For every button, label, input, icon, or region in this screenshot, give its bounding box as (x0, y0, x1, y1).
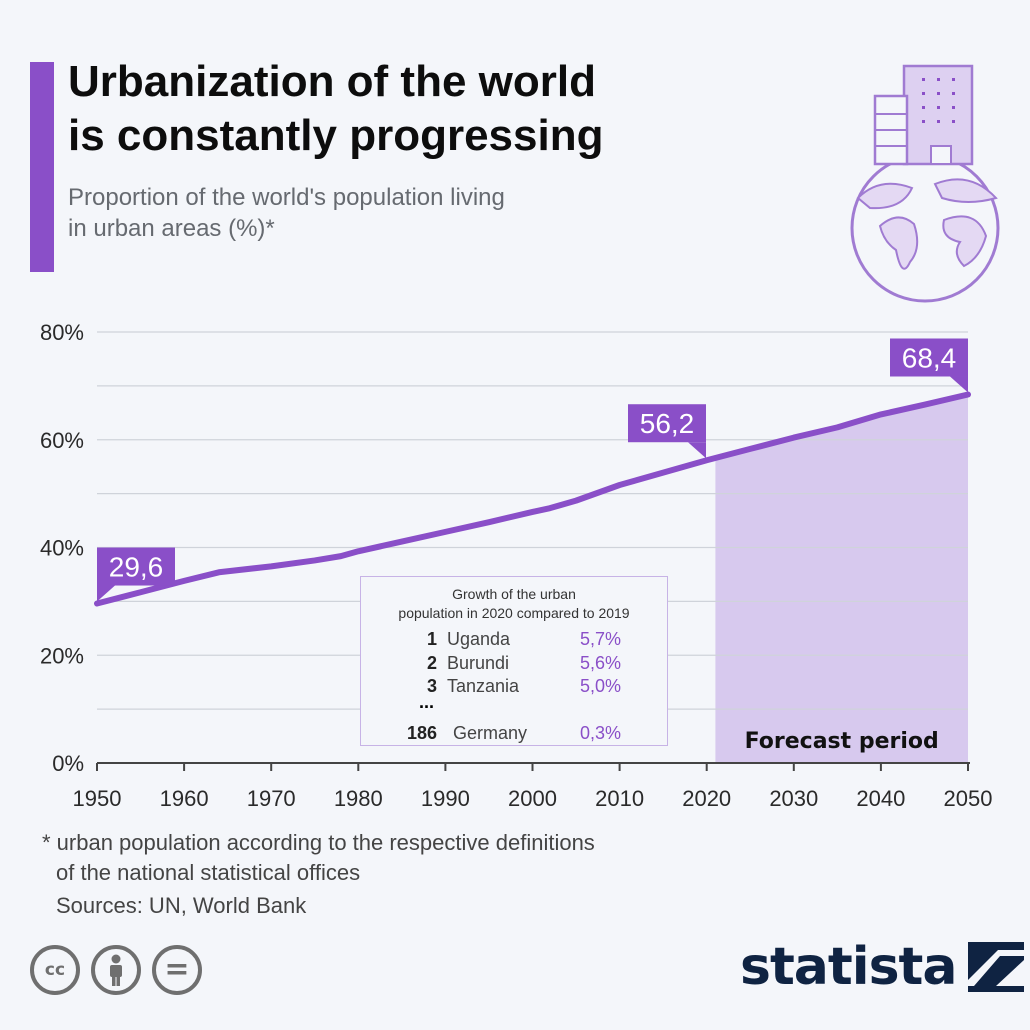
x-tick-label: 2010 (595, 786, 644, 811)
growth-value: 5,7% (580, 629, 622, 649)
statista-logo[interactable]: statista (740, 937, 1025, 997)
callout-label: 56,2 (640, 408, 695, 439)
growth-value: 5,0% (580, 676, 622, 696)
x-tick-label: 1970 (247, 786, 296, 811)
growth-ellipsis: ... (419, 692, 435, 712)
growth-country: Germany (453, 723, 528, 743)
callout-label: 68,4 (902, 342, 957, 373)
subtitle-line-2: in urban areas (%)* (68, 215, 275, 242)
person-icon (110, 954, 122, 986)
callout-box (628, 404, 706, 443)
growth-row: 2 Burundi 5,6% (361, 651, 667, 675)
title-line-1: Urbanization of the world (68, 57, 596, 106)
growth-title-line-2: population in 2020 compared to 2019 (398, 605, 630, 621)
x-tick-label: 1990 (421, 786, 470, 811)
y-tick-label: 40% (40, 536, 84, 561)
nd-icon-text: = (164, 952, 190, 987)
line-chart: Forecast period 0% 20% 40% 60% 80% 1950 1960 19… (40, 320, 993, 811)
sources-note: Sources: UN, World Bank (56, 893, 307, 918)
growth-row: 1 Uganda 5,7% (361, 627, 667, 651)
title-accent-bar (30, 62, 54, 272)
growth-rank: 3 (426, 676, 437, 696)
growth-rank: 2 (426, 653, 437, 673)
x-tick-label: 2040 (856, 786, 905, 811)
growth-value: 5,6% (580, 653, 622, 673)
footnote-line-1: * urban population according to the resp… (42, 830, 595, 855)
forecast-area (715, 394, 968, 763)
x-tick-label: 2020 (682, 786, 731, 811)
footnote-line-2: of the national statistical offices (56, 860, 361, 885)
growth-value: 0,3% (580, 723, 622, 743)
footnote: * urban population according to the resp… (42, 828, 595, 888)
growth-country: Tanzania (447, 676, 520, 696)
subtitle-line-1: Proportion of the world's population liv… (68, 184, 505, 211)
statista-logo-icon (968, 942, 1025, 992)
x-tick-label: 2050 (944, 786, 993, 811)
data-callout: 56,2 (628, 404, 706, 459)
growth-row: 186 Germany 0,3% (361, 721, 667, 745)
cc-icon-text: cc (44, 960, 66, 980)
growth-country: Uganda (447, 629, 511, 649)
chart-title: Urbanization of the world is constantly … (68, 55, 603, 163)
x-tick-label: 1980 (334, 786, 383, 811)
series-line (94, 391, 971, 607)
callout-pointer (688, 442, 706, 459)
callout-pointer (97, 585, 115, 602)
callout-pointer (950, 376, 968, 393)
growth-country: Burundi (447, 653, 510, 673)
by-icon[interactable] (91, 945, 141, 995)
x-tick-label: 2000 (508, 786, 557, 811)
x-tick-label: 1960 (160, 786, 209, 811)
callout-box (890, 338, 968, 377)
growth-row: 3 Tanzania 5,0% (361, 674, 667, 698)
cc-icon[interactable]: cc (30, 945, 80, 995)
nd-icon[interactable]: = (152, 945, 202, 995)
data-callout: 29,6 (97, 547, 175, 602)
data-callout: 68,4 (890, 338, 968, 393)
title-line-2: is constantly progressing (68, 111, 604, 160)
growth-rank: 1 (426, 629, 437, 649)
y-tick-label: 60% (40, 428, 84, 453)
y-tick-label: 80% (40, 320, 84, 345)
license-icons: cc = (30, 945, 202, 995)
callout-label: 29,6 (109, 552, 164, 583)
x-tick-label: 1950 (73, 786, 122, 811)
brand-name: statista (740, 937, 957, 997)
globe-with-buildings-icon (850, 64, 1000, 303)
y-tick-label: 0% (52, 751, 84, 776)
growth-table: Growth of the urban population in 2020 c… (360, 576, 668, 746)
growth-title-line-1: Growth of the urban (452, 586, 576, 602)
forecast-label: Forecast period (745, 729, 939, 754)
y-tick-label: 20% (40, 643, 84, 668)
x-tick-label: 2030 (769, 786, 818, 811)
growth-rank: 186 (406, 723, 437, 743)
growth-table-title: Growth of the urban population in 2020 c… (361, 585, 667, 623)
chart-subtitle: Proportion of the world's population liv… (68, 182, 505, 244)
callout-box (97, 547, 175, 586)
